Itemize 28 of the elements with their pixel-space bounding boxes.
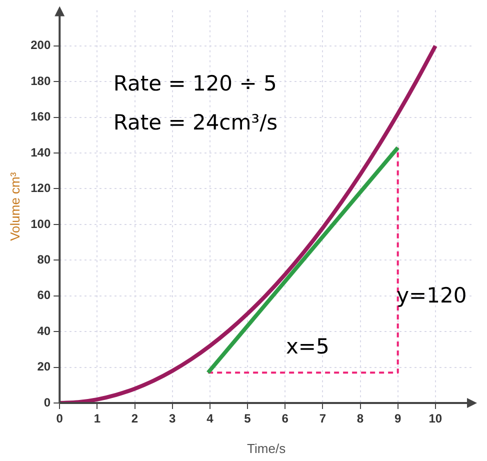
x-tick-label: 3 [169, 412, 176, 426]
y-tick-label: 60 [37, 288, 51, 302]
x-tick-label: 9 [394, 412, 402, 426]
x-axis-title: Time/s [247, 440, 286, 456]
x-tick-label: 0 [56, 412, 64, 426]
x-tick-label: 2 [131, 412, 138, 426]
annotation: y=120 [396, 283, 467, 308]
y-tick-label: 0 [44, 395, 51, 410]
y-tick-label: 140 [30, 145, 51, 160]
y-tick-label: 80 [37, 252, 51, 266]
x-tick-label: 7 [319, 412, 326, 426]
y-tick-label: 40 [37, 324, 51, 338]
annotation: x=5 [286, 334, 330, 358]
y-tick-label: 100 [30, 216, 51, 231]
y-axis-title: Volume cm³ [7, 172, 22, 241]
annotation: Rate = 120 ÷ 5 [113, 71, 277, 96]
x-tick-label: 4 [206, 412, 214, 426]
x-tick-label: 1 [94, 412, 101, 426]
x-tick-label: 5 [244, 412, 252, 426]
y-tick-label: 180 [30, 74, 51, 88]
y-tick-label: 120 [30, 181, 51, 196]
annotation: Rate = 24cm³/s [113, 110, 278, 135]
y-tick-label: 200 [30, 38, 51, 52]
x-tick-label: 10 [428, 412, 442, 426]
y-tick-label: 160 [30, 110, 51, 124]
y-tick-label: 20 [37, 360, 51, 374]
x-tick-label: 6 [282, 412, 289, 426]
x-tick-label: 8 [356, 412, 364, 426]
